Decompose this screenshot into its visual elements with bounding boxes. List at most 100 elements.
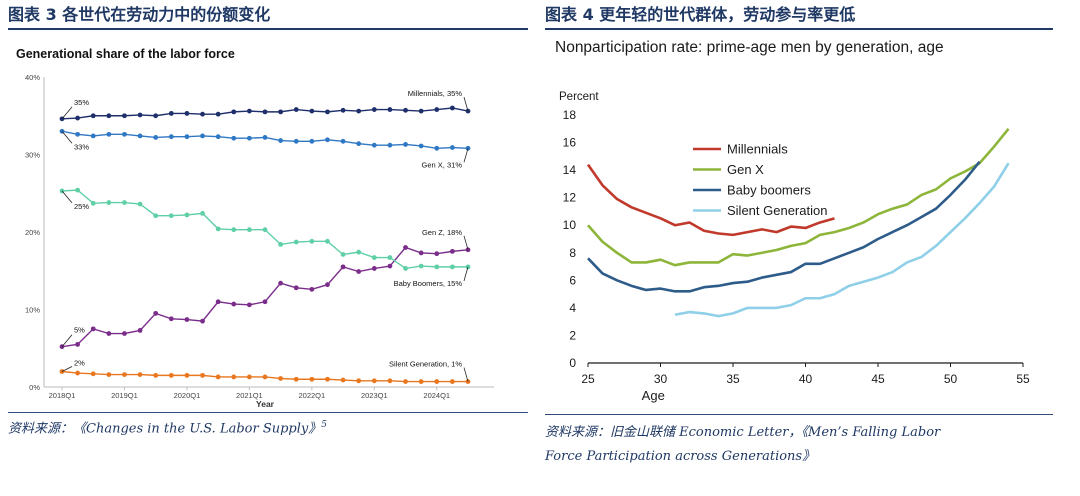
left-point-gen-x — [434, 145, 440, 151]
right-legend-label-silent-generation: Silent Generation — [727, 203, 827, 218]
left-x-tick-label: 2024Q1 — [423, 391, 450, 400]
left-point-millennials — [137, 112, 143, 118]
left-y-tick-label: 30% — [25, 151, 40, 160]
right-y-tick-label: 14 — [563, 163, 577, 177]
right-bottom-rule — [545, 414, 1053, 415]
right-y-tick-label: 18 — [563, 108, 577, 122]
left-point-millennials — [278, 109, 284, 115]
left-point-silent-generation — [434, 379, 440, 384]
left-point-gen-z — [215, 299, 221, 305]
left-point-baby-boomers — [387, 255, 393, 260]
left-point-millennials — [387, 107, 393, 112]
left-point-gen-x — [168, 134, 174, 140]
left-x-tick-label: 2019Q1 — [111, 391, 138, 400]
left-point-silent-generation — [153, 372, 159, 378]
left-point-baby-boomers — [106, 200, 112, 205]
left-point-millennials — [325, 109, 330, 115]
left-point-gen-z — [356, 269, 362, 274]
left-point-baby-boomers — [449, 264, 455, 270]
left-point-gen-x — [90, 133, 96, 139]
right-source-line1: 资料来源：旧金山联储 Economic Letter，《Men’s Fallin… — [545, 425, 941, 440]
right-y-tick-label: 8 — [569, 246, 576, 260]
left-point-baby-boomers — [137, 201, 143, 207]
left-x-axis-title: Year — [256, 399, 275, 408]
left-point-silent-generation — [356, 378, 362, 384]
right-x-axis-title: Age — [642, 388, 665, 403]
left-annotation-label: 5% — [74, 326, 85, 335]
left-point-gen-z — [403, 245, 408, 250]
left-point-millennials — [262, 109, 268, 115]
left-point-millennials — [215, 111, 221, 117]
left-point-gen-z — [309, 286, 315, 292]
left-point-millennials — [371, 107, 377, 112]
left-point-silent-generation — [246, 374, 252, 380]
left-point-gen-z — [449, 248, 455, 254]
left-source-text: 资料来源：《Changes in the U.S. Labor Supply》 — [8, 421, 322, 437]
right-chart-title: Nonparticipation rate: prime-age men by … — [555, 39, 944, 56]
left-point-millennials — [106, 113, 112, 119]
left-annotation-leader — [61, 366, 73, 372]
left-point-baby-boomers — [293, 239, 299, 245]
right-series-line-millennials — [586, 163, 835, 237]
left-source: 资料来源：《Changes in the U.S. Labor Supply》5 — [8, 413, 528, 441]
left-x-tick-label: 2021Q1 — [236, 391, 263, 400]
left-y-tick-label: 10% — [25, 306, 40, 315]
left-point-gen-z — [168, 316, 174, 322]
left-point-gen-x — [278, 138, 284, 143]
left-point-silent-generation — [168, 372, 174, 378]
right-x-tick-label: 30 — [654, 372, 668, 386]
right-series-line-baby-boomers — [587, 161, 981, 293]
left-point-silent-generation — [122, 372, 127, 377]
left-point-millennials — [356, 108, 362, 114]
left-point-silent-generation — [387, 378, 393, 384]
left-point-gen-z — [184, 317, 190, 322]
left-point-silent-generation — [215, 374, 221, 380]
left-point-silent-generation — [325, 376, 330, 382]
left-annotation-label: 25% — [74, 202, 89, 211]
left-point-baby-boomers — [356, 249, 362, 255]
left-point-gen-z — [262, 299, 268, 305]
left-annotation-label: Baby Boomers, 15% — [394, 279, 463, 288]
left-annotation-label: 2% — [74, 359, 85, 368]
left-x-tick-label: 2020Q1 — [174, 391, 201, 400]
left-point-gen-z — [137, 328, 143, 333]
left-point-gen-x — [293, 138, 299, 144]
left-point-gen-x — [215, 134, 221, 140]
left-point-gen-x — [403, 142, 408, 147]
left-point-gen-x — [449, 145, 455, 150]
left-point-silent-generation — [418, 379, 424, 384]
left-point-baby-boomers — [418, 263, 424, 269]
left-point-baby-boomers — [434, 264, 440, 270]
left-point-gen-z — [434, 251, 440, 257]
left-point-silent-generation — [340, 377, 346, 383]
left-figure-title: 图表 3 各世代在劳动力中的份额变化 — [8, 5, 271, 24]
left-annotation-label: Silent Generation, 1% — [389, 360, 462, 369]
left-y-tick-label: 0% — [29, 383, 40, 392]
left-point-silent-generation — [137, 372, 143, 377]
left-point-millennials — [200, 111, 205, 117]
left-annotation-leader — [463, 235, 469, 250]
left-source-footnote: 5 — [321, 420, 327, 430]
right-x-tick-label: 25 — [581, 372, 595, 386]
left-annotation-label: 35% — [74, 98, 89, 107]
left-point-baby-boomers — [215, 226, 221, 232]
left-point-gen-x — [137, 133, 143, 139]
left-point-gen-z — [231, 301, 237, 307]
left-title-rule — [8, 28, 528, 30]
left-point-baby-boomers — [153, 213, 159, 219]
left-point-silent-generation — [59, 369, 65, 374]
left-point-gen-z — [340, 264, 346, 270]
left-point-baby-boomers — [246, 227, 252, 233]
left-annotation-leader — [463, 367, 469, 382]
left-annotation-leader — [61, 106, 73, 120]
left-point-millennials — [293, 107, 299, 112]
right-source: 资料来源：旧金山联储 Economic Letter，《Men’s Fallin… — [545, 421, 1053, 469]
left-point-silent-generation — [403, 379, 408, 384]
left-point-millennials — [153, 113, 159, 119]
right-figure-title: 图表 4 更年轻的世代群体，劳动参与率更低 — [545, 5, 856, 24]
right-legend-label-gen-x: Gen X — [727, 162, 764, 177]
left-point-gen-x — [153, 135, 159, 140]
left-annotation-leader — [463, 148, 469, 163]
left-point-gen-x — [246, 135, 252, 141]
left-point-millennials — [75, 115, 81, 121]
